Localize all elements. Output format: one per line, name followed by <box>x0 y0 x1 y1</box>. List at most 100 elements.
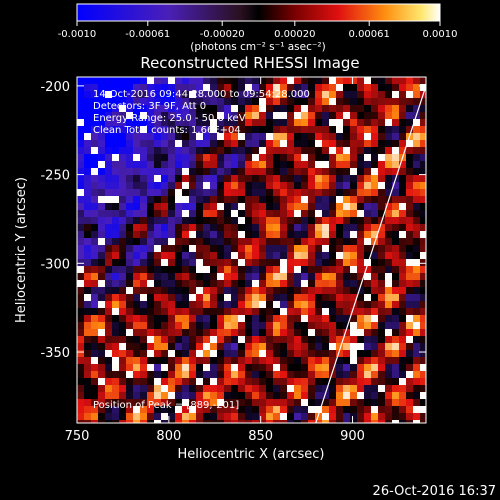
image-pixel <box>420 413 426 420</box>
image-pixel <box>154 105 161 112</box>
image-pixel <box>147 217 154 224</box>
image-pixel <box>147 350 154 357</box>
image-pixel <box>329 245 336 252</box>
image-pixel <box>154 378 161 385</box>
image-pixel <box>147 371 154 378</box>
image-pixel <box>301 308 308 315</box>
image-pixel <box>189 420 196 423</box>
image-pixel <box>147 329 154 336</box>
image-pixel <box>231 112 238 119</box>
image-pixel <box>280 420 287 423</box>
image-pixel <box>336 147 343 154</box>
image-pixel <box>119 406 126 413</box>
image-pixel <box>399 175 406 182</box>
image-pixel <box>378 224 385 231</box>
image-pixel <box>378 413 385 420</box>
image-pixel <box>266 140 273 147</box>
image-pixel <box>119 329 126 336</box>
image-pixel <box>357 189 364 196</box>
image-pixel <box>168 406 175 413</box>
image-pixel <box>140 273 147 280</box>
image-pixel <box>357 420 364 423</box>
image-pixel <box>140 210 147 217</box>
image-pixel <box>133 231 140 238</box>
image-pixel <box>77 329 84 336</box>
image-pixel <box>273 147 280 154</box>
image-pixel <box>182 84 189 91</box>
image-pixel <box>126 357 133 364</box>
image-pixel <box>126 154 133 161</box>
image-pixel <box>315 133 322 140</box>
image-pixel <box>245 287 252 294</box>
image-pixel <box>133 168 140 175</box>
image-pixel <box>294 196 301 203</box>
image-pixel <box>147 336 154 343</box>
image-pixel <box>322 98 329 105</box>
image-pixel <box>294 112 301 119</box>
image-pixel <box>147 252 154 259</box>
image-pixel <box>294 210 301 217</box>
image-pixel <box>378 154 385 161</box>
image-pixel <box>119 210 126 217</box>
image-pixel <box>273 343 280 350</box>
image-pixel <box>147 119 154 126</box>
image-pixel <box>147 147 154 154</box>
image-pixel <box>357 301 364 308</box>
image-pixel <box>133 119 140 126</box>
image-pixel <box>266 329 273 336</box>
image-pixel <box>273 84 280 91</box>
image-pixel <box>252 399 259 406</box>
image-pixel <box>105 91 112 98</box>
image-pixel <box>238 98 245 105</box>
image-pixel <box>357 287 364 294</box>
image-pixel <box>203 245 210 252</box>
image-pixel <box>147 196 154 203</box>
image-pixel <box>175 147 182 154</box>
image-pixel <box>336 217 343 224</box>
image-pixel <box>350 413 357 420</box>
image-pixel <box>91 266 98 273</box>
image-pixel <box>315 273 322 280</box>
image-pixel <box>378 399 385 406</box>
image-pixel <box>126 168 133 175</box>
image-pixel <box>161 84 168 91</box>
image-pixel <box>238 259 245 266</box>
image-pixel <box>77 385 84 392</box>
image-pixel <box>224 399 231 406</box>
image-pixel <box>168 322 175 329</box>
image-pixel <box>105 161 112 168</box>
image-pixel <box>224 91 231 98</box>
image-pixel <box>133 77 140 84</box>
image-pixel <box>413 287 420 294</box>
x-tick-label: 800 <box>156 429 181 444</box>
image-pixel <box>210 203 217 210</box>
image-pixel <box>119 98 126 105</box>
image-pixel <box>245 385 252 392</box>
image-pixel <box>119 287 126 294</box>
image-pixel <box>231 343 238 350</box>
image-pixel <box>322 161 329 168</box>
image-pixel <box>168 273 175 280</box>
image-pixel <box>266 91 273 98</box>
image-pixel <box>126 385 133 392</box>
image-pixel <box>140 329 147 336</box>
image-pixel <box>147 161 154 168</box>
image-pixel <box>161 294 168 301</box>
image-pixel <box>182 161 189 168</box>
image-pixel <box>406 105 413 112</box>
image-pixel <box>413 77 420 84</box>
image-pixel <box>364 196 371 203</box>
image-pixel <box>119 105 126 112</box>
image-pixel <box>231 126 238 133</box>
image-pixel <box>329 329 336 336</box>
image-pixel <box>273 182 280 189</box>
image-pixel <box>98 231 105 238</box>
image-pixel <box>245 175 252 182</box>
image-pixel <box>98 308 105 315</box>
image-pixel <box>84 84 91 91</box>
image-pixel <box>112 329 119 336</box>
image-pixel <box>168 266 175 273</box>
image-pixel <box>175 140 182 147</box>
image-pixel <box>182 196 189 203</box>
image-pixel <box>161 280 168 287</box>
